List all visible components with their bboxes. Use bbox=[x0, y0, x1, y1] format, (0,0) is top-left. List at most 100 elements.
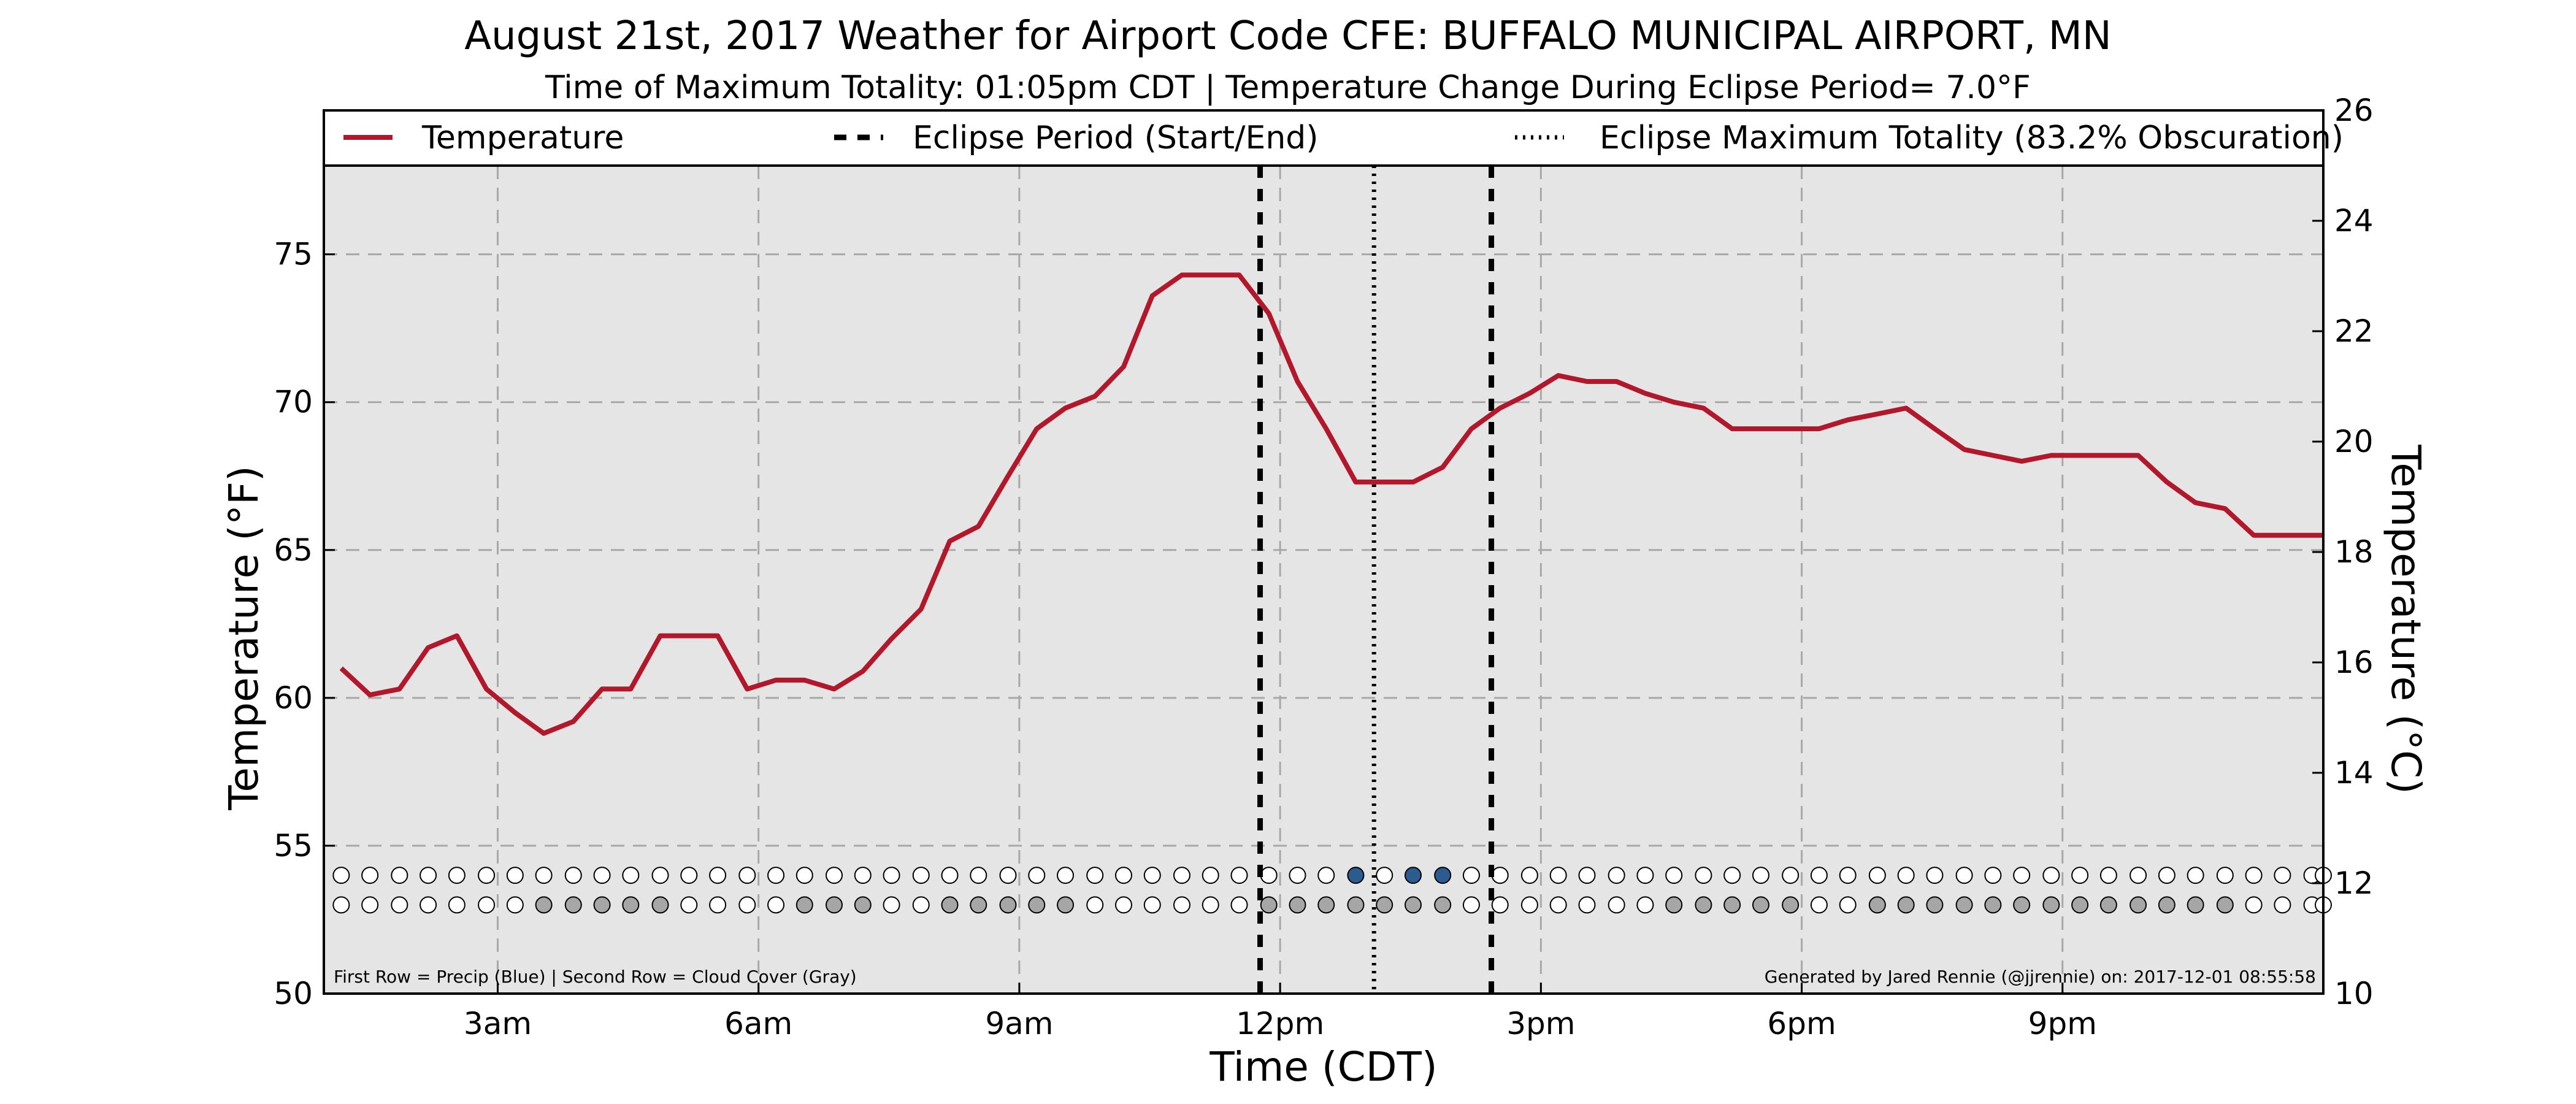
chart-title: August 21st, 2017 Weather for Airport Co… bbox=[464, 13, 2112, 59]
cloud-dot bbox=[332, 896, 350, 914]
cloud-dot bbox=[738, 896, 756, 914]
precip-dot bbox=[1115, 867, 1132, 884]
precip-dot bbox=[1289, 867, 1306, 884]
y-tick-label-right: 14 bbox=[2334, 755, 2374, 791]
precip-dot bbox=[506, 867, 524, 884]
cloud-dot bbox=[593, 896, 611, 914]
y-axis-label-left: Temperature (°F) bbox=[220, 466, 267, 811]
cloud-dot bbox=[1897, 896, 1915, 914]
cloud-dot bbox=[651, 896, 669, 914]
precip-dot bbox=[1317, 867, 1335, 884]
y-tick-label-left: 75 bbox=[274, 237, 313, 272]
precip-dot bbox=[1810, 867, 1828, 884]
cloud-dot bbox=[361, 896, 379, 914]
cloud-dot bbox=[1434, 896, 1452, 914]
precip-dot bbox=[1202, 867, 1219, 884]
precip-dot bbox=[1636, 867, 1654, 884]
x-tick-label: 3am bbox=[464, 1006, 532, 1041]
precip-dot bbox=[1578, 867, 1596, 884]
cloud-dot bbox=[2013, 896, 2031, 914]
cloud-dot bbox=[506, 896, 524, 914]
cloud-dot bbox=[1520, 896, 1538, 914]
precip-dot bbox=[2099, 867, 2117, 884]
legend-label-temperature: Temperature bbox=[421, 120, 624, 156]
cloud-dot bbox=[970, 896, 987, 914]
x-tick-label: 6am bbox=[724, 1006, 792, 1041]
cloud-dot bbox=[1376, 896, 1393, 914]
precip-dot bbox=[1984, 867, 2002, 884]
precip-dot bbox=[2216, 867, 2234, 884]
precip-dot bbox=[1491, 867, 1509, 884]
cloud-dot bbox=[1984, 896, 2002, 914]
cloud-dot bbox=[2274, 896, 2291, 914]
plot-area bbox=[324, 166, 2323, 994]
cloud-dot bbox=[999, 896, 1017, 914]
precip-dot bbox=[2245, 867, 2263, 884]
x-tick-label: 9pm bbox=[2028, 1006, 2097, 1041]
legend-label-eclipse-max: Eclipse Maximum Totality (83.2% Obscurat… bbox=[1600, 120, 2344, 156]
precip-dot bbox=[883, 867, 900, 884]
precip-dot bbox=[941, 867, 959, 884]
precip-dot bbox=[1057, 867, 1075, 884]
cloud-dot bbox=[1665, 896, 1683, 914]
cloud-dot bbox=[2129, 896, 2147, 914]
y-tick-label-right: 12 bbox=[2334, 865, 2374, 901]
precip-dot bbox=[2071, 867, 2089, 884]
x-axis: 3am 6am 9am 12pm 3pm 6pm 9pm bbox=[464, 983, 2097, 1041]
cloud-dot bbox=[854, 896, 872, 914]
cloud-dot bbox=[767, 896, 785, 914]
cloud-dot bbox=[2245, 896, 2263, 914]
precip-dot bbox=[709, 867, 727, 884]
cloud-dot bbox=[912, 896, 930, 914]
precip-dot bbox=[2187, 867, 2204, 884]
cloud-dot bbox=[2158, 896, 2175, 914]
grid bbox=[324, 166, 2323, 994]
cloud-dot bbox=[1230, 896, 1248, 914]
precip-dot bbox=[1143, 867, 1161, 884]
precip-dot bbox=[420, 867, 437, 884]
eclipse-lines bbox=[1257, 166, 1495, 994]
precip-dot bbox=[593, 867, 611, 884]
precip-dot bbox=[999, 867, 1017, 884]
cloud-dot bbox=[1723, 896, 1741, 914]
precip-dot bbox=[1868, 867, 1886, 884]
precip-dot bbox=[361, 867, 379, 884]
precip-dot bbox=[1926, 867, 1944, 884]
cloud-dot bbox=[1839, 896, 1857, 914]
y-tick-label-left: 70 bbox=[274, 385, 313, 420]
precip-dot bbox=[2274, 867, 2291, 884]
precip-dot bbox=[1608, 867, 1625, 884]
cloud-dot bbox=[1143, 896, 1161, 914]
y-tick-label-right: 18 bbox=[2334, 534, 2374, 570]
cloud-dot bbox=[2216, 896, 2234, 914]
cloud-dot bbox=[2042, 896, 2060, 914]
precip-dot bbox=[1723, 867, 1741, 884]
x-axis-label: Time (CDT) bbox=[1209, 1043, 1437, 1091]
cloud-dot bbox=[1028, 896, 1046, 914]
cloud-dot bbox=[941, 896, 959, 914]
precip-dot bbox=[1086, 867, 1104, 884]
cloud-dot bbox=[1462, 896, 1480, 914]
y-tick-label-left: 55 bbox=[274, 828, 313, 864]
cloud-dot bbox=[1347, 896, 1365, 914]
cloud-dot bbox=[1115, 896, 1132, 914]
precip-dot bbox=[1376, 867, 1393, 884]
precip-dot bbox=[1782, 867, 1800, 884]
cloud-dot bbox=[391, 896, 408, 914]
precip-dot bbox=[854, 867, 872, 884]
precip-dot bbox=[622, 867, 640, 884]
cloud-dot bbox=[1868, 896, 1886, 914]
y-tick-label-right: 10 bbox=[2334, 976, 2374, 1011]
precip-dot bbox=[1260, 867, 1278, 884]
precip-dot bbox=[1839, 867, 1857, 884]
precip-dot bbox=[1173, 867, 1190, 884]
precip-dot bbox=[391, 867, 408, 884]
precip-dot bbox=[1752, 867, 1769, 884]
cloud-dot bbox=[1086, 896, 1104, 914]
x-tick-label: 3pm bbox=[1506, 1006, 1575, 1041]
precip-dot bbox=[795, 867, 813, 884]
precip-dot bbox=[680, 867, 698, 884]
y-tick-label-right: 24 bbox=[2334, 203, 2374, 239]
precip-dot bbox=[1897, 867, 1915, 884]
